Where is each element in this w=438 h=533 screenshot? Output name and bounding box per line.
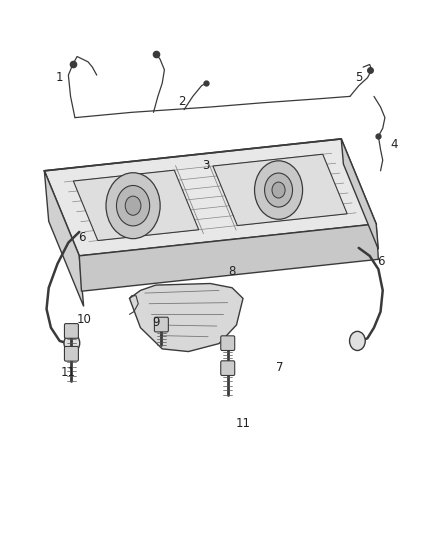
Polygon shape	[73, 170, 199, 240]
Text: 10: 10	[76, 313, 91, 326]
Text: 11: 11	[61, 366, 76, 379]
Polygon shape	[130, 284, 243, 352]
Circle shape	[254, 161, 303, 219]
Text: 6: 6	[377, 255, 384, 268]
Polygon shape	[213, 154, 347, 225]
Text: 8: 8	[228, 265, 236, 278]
Text: 4: 4	[390, 138, 397, 151]
Polygon shape	[44, 139, 376, 256]
Text: 5: 5	[355, 71, 362, 84]
FancyBboxPatch shape	[154, 317, 168, 332]
FancyBboxPatch shape	[221, 336, 235, 351]
Circle shape	[265, 173, 293, 207]
Circle shape	[272, 182, 285, 198]
FancyBboxPatch shape	[64, 346, 78, 361]
Text: 3: 3	[202, 159, 210, 172]
Polygon shape	[341, 139, 378, 249]
Text: 7: 7	[276, 361, 284, 374]
Text: 1: 1	[56, 71, 64, 84]
Circle shape	[64, 334, 80, 353]
Text: 6: 6	[78, 231, 85, 244]
FancyBboxPatch shape	[64, 324, 78, 338]
Polygon shape	[79, 224, 378, 291]
Circle shape	[117, 185, 150, 226]
Polygon shape	[44, 171, 84, 306]
Circle shape	[350, 332, 365, 351]
Text: 2: 2	[178, 95, 186, 108]
Circle shape	[125, 196, 141, 215]
Circle shape	[106, 173, 160, 239]
FancyBboxPatch shape	[221, 361, 235, 375]
Text: 11: 11	[236, 417, 251, 430]
Text: 9: 9	[152, 316, 159, 329]
